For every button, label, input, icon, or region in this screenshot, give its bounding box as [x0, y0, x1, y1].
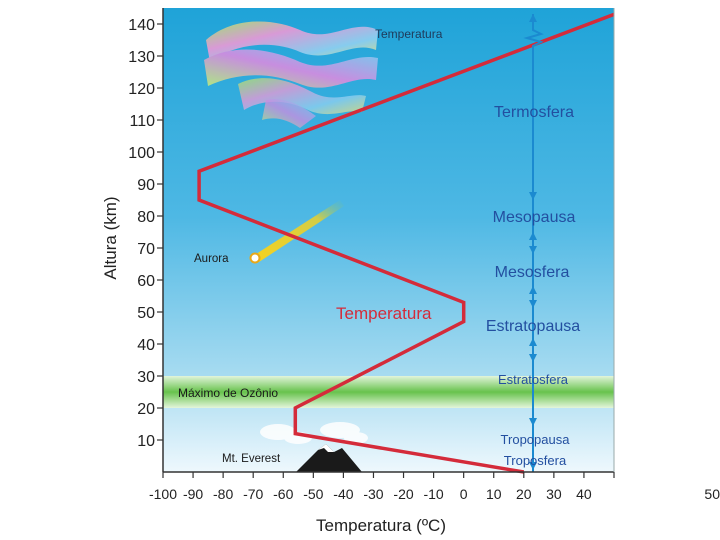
y-tick-label: 100: [128, 145, 155, 162]
y-tick-label: 120: [128, 81, 155, 98]
x-tick-label: 10: [486, 486, 502, 502]
layer-label-mesosfera: Mesosfera: [495, 264, 570, 281]
x-tick-label: -70: [243, 486, 263, 502]
arrow-down-icon: [529, 192, 537, 200]
layer-label-termosfera: Termosfera: [494, 104, 574, 121]
arrow-down-icon: [529, 462, 537, 470]
temperature-curve-label: Temperatura: [336, 304, 432, 323]
ozone-band: [163, 376, 614, 408]
layer-label-estratopausa: Estratopausa: [486, 318, 580, 335]
y-tick-label: 40: [137, 337, 155, 354]
mountain-icon: [296, 444, 362, 472]
layer-arrowheads: [529, 14, 537, 470]
x-tick-label: -10: [423, 486, 443, 502]
y-tick-label: 110: [129, 113, 155, 130]
y-tick-label: 20: [137, 401, 155, 418]
x-tick-label: -50: [303, 486, 323, 502]
y-tick-label: 130: [128, 49, 155, 66]
y-tick-label: 140: [128, 17, 155, 34]
x-tick-label: -20: [393, 486, 413, 502]
arrow-up-icon: [529, 232, 537, 240]
x-tick-label: 0: [460, 486, 468, 502]
y-tick-label: 50: [137, 305, 155, 322]
layer-label-mesopausa: Mesopausa: [493, 209, 576, 226]
arrow-down-icon: [529, 246, 537, 254]
meteor-icon: [249, 252, 261, 264]
layer-axis-arrow: [523, 14, 544, 472]
y-tick-label: 90: [137, 177, 155, 194]
x-tick-label: -100: [149, 486, 177, 502]
arrow-up-icon: [529, 14, 537, 22]
y-tick-label: 60: [137, 273, 155, 290]
x-tick-group: -100 -90 -80 -70 -60 -50 -40 -30 -20 -10 0 10 20 30 40…: [149, 472, 720, 502]
aurora-illustration: [204, 21, 378, 128]
arrow-up-icon: [529, 286, 537, 294]
aurora-label: Temperatura: [375, 27, 443, 41]
layer-label-estratosfera: Estratosfera: [498, 372, 569, 387]
y-tick-group: 10 20 30 40 50 60 70 80 90 100 110 120 130 140: [128, 17, 163, 450]
arrow-down-icon: [529, 300, 537, 308]
meteor-trail: [253, 200, 344, 262]
x-tick-label: -80: [213, 486, 233, 502]
everest-label: Mt. Everest: [222, 453, 281, 465]
arrow-down-icon: [529, 354, 537, 362]
x-tick-label: 40: [576, 486, 592, 502]
arrow-up-icon: [529, 338, 537, 346]
x-tick-label: 20: [516, 486, 532, 502]
y-axis-title: Altura (km): [101, 196, 120, 279]
x-tick-label: 50: [704, 486, 720, 502]
y-tick-label: 80: [137, 209, 155, 226]
y-tick-label: 70: [137, 241, 155, 258]
meteor-label: Aurora: [194, 253, 229, 265]
y-tick-label: 10: [137, 433, 155, 450]
x-tick-label: 30: [546, 486, 562, 502]
x-tick-label: -90: [183, 486, 203, 502]
mountain-snow-cap: [318, 444, 334, 452]
ozone-max-label: Máximo de Ozônio: [178, 386, 278, 400]
x-tick-label: -60: [273, 486, 293, 502]
x-tick-label: -40: [333, 486, 353, 502]
x-axis-title: Temperatura (ºC): [316, 516, 446, 535]
arrow-down-icon: [529, 418, 537, 426]
temperature-curve: [197, 12, 615, 474]
y-tick-label: 30: [137, 369, 155, 386]
layer-label-tropopausa: Tropopausa: [501, 432, 571, 447]
layer-label-troposfera: Troposfera: [504, 453, 567, 468]
x-tick-label: -30: [363, 486, 383, 502]
